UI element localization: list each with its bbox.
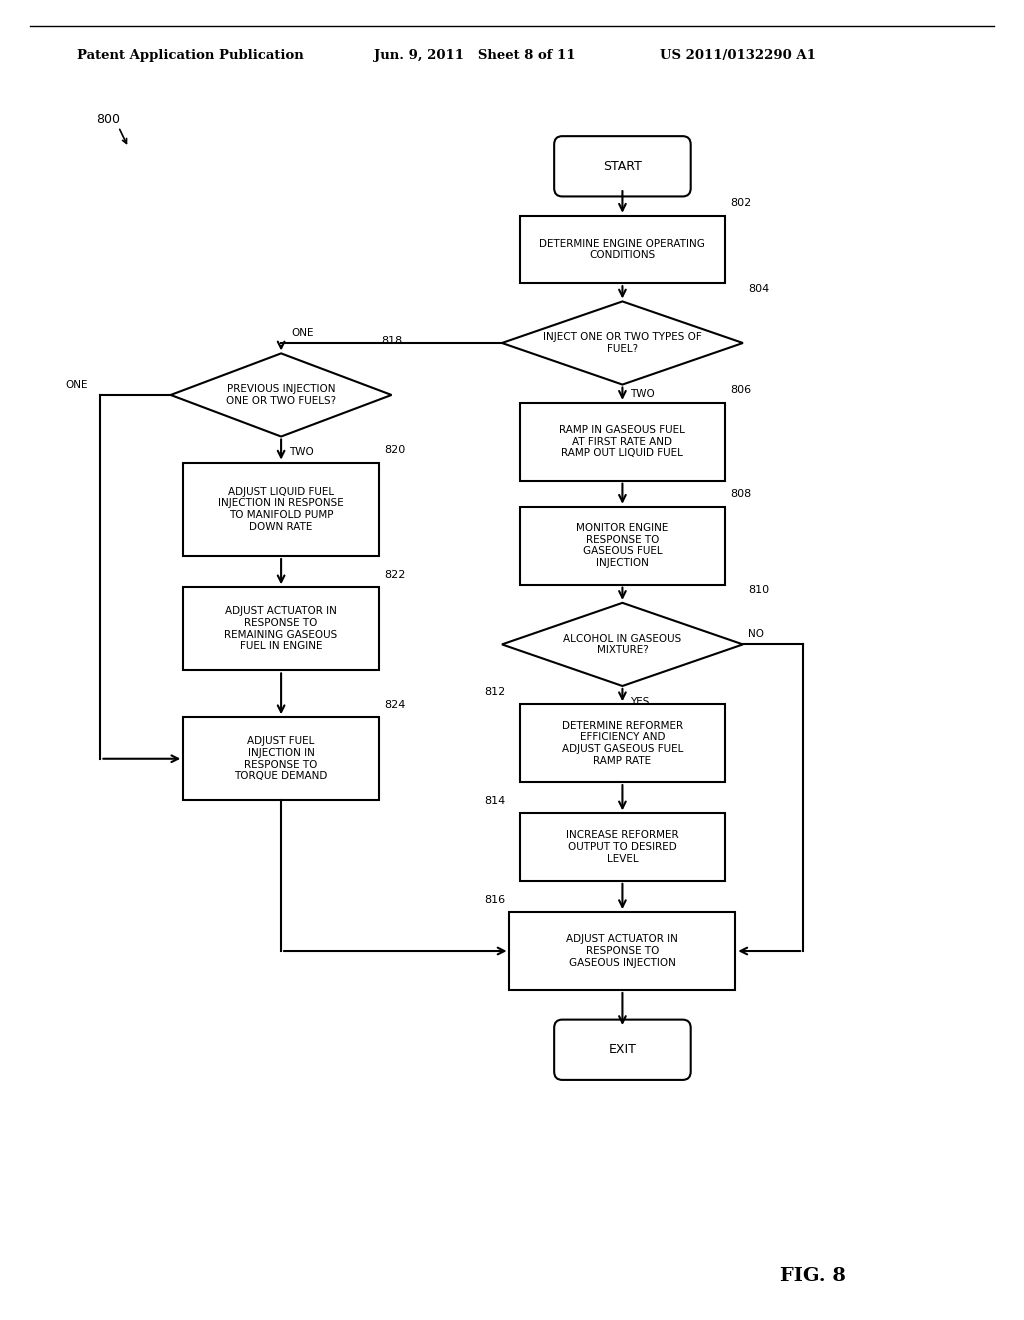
FancyBboxPatch shape — [554, 1019, 691, 1080]
Text: INCREASE REFORMER
OUTPUT TO DESIRED
LEVEL: INCREASE REFORMER OUTPUT TO DESIRED LEVE… — [566, 830, 679, 863]
Text: RAMP IN GASEOUS FUEL
AT FIRST RATE AND
RAMP OUT LIQUID FUEL: RAMP IN GASEOUS FUEL AT FIRST RATE AND R… — [559, 425, 685, 458]
Text: ONE: ONE — [66, 380, 88, 389]
Text: ADJUST LIQUID FUEL
INJECTION IN RESPONSE
TO MANIFOLD PUMP
DOWN RATE: ADJUST LIQUID FUEL INJECTION IN RESPONSE… — [218, 487, 344, 532]
Text: 822: 822 — [384, 570, 406, 579]
Text: INJECT ONE OR TWO TYPES OF
FUEL?: INJECT ONE OR TWO TYPES OF FUEL? — [543, 333, 701, 354]
Polygon shape — [502, 603, 742, 686]
Text: YES: YES — [631, 697, 650, 706]
Text: DETERMINE REFORMER
EFFICIENCY AND
ADJUST GASEOUS FUEL
RAMP RATE: DETERMINE REFORMER EFFICIENCY AND ADJUST… — [562, 721, 683, 766]
Bar — [519, 215, 725, 284]
Bar — [510, 912, 735, 990]
Polygon shape — [171, 354, 391, 437]
Text: 800: 800 — [96, 114, 121, 125]
Text: 810: 810 — [748, 585, 769, 595]
Bar — [519, 403, 725, 480]
Text: 806: 806 — [730, 385, 752, 395]
Text: 820: 820 — [384, 445, 406, 455]
Text: 816: 816 — [484, 895, 506, 904]
Text: Jun. 9, 2011   Sheet 8 of 11: Jun. 9, 2011 Sheet 8 of 11 — [374, 49, 575, 62]
Bar — [183, 717, 379, 800]
Text: 824: 824 — [384, 700, 406, 710]
Text: EXIT: EXIT — [608, 1043, 636, 1056]
Text: 804: 804 — [748, 284, 769, 294]
Text: US 2011/0132290 A1: US 2011/0132290 A1 — [660, 49, 816, 62]
Text: ONE: ONE — [291, 327, 313, 338]
Text: START: START — [603, 160, 642, 173]
Text: PREVIOUS INJECTION
ONE OR TWO FUELS?: PREVIOUS INJECTION ONE OR TWO FUELS? — [226, 384, 336, 405]
Text: DETERMINE ENGINE OPERATING
CONDITIONS: DETERMINE ENGINE OPERATING CONDITIONS — [540, 239, 706, 260]
Text: TWO: TWO — [289, 447, 314, 457]
Text: 818: 818 — [382, 335, 402, 346]
Text: FIG. 8: FIG. 8 — [780, 1267, 846, 1286]
Text: ADJUST FUEL
INJECTION IN
RESPONSE TO
TORQUE DEMAND: ADJUST FUEL INJECTION IN RESPONSE TO TOR… — [234, 737, 328, 781]
Text: 802: 802 — [730, 198, 752, 209]
Text: 812: 812 — [484, 686, 506, 697]
Bar — [519, 507, 725, 585]
Text: 808: 808 — [730, 490, 752, 499]
FancyBboxPatch shape — [554, 136, 691, 197]
Text: TWO: TWO — [631, 388, 655, 399]
Polygon shape — [502, 301, 742, 384]
Text: NO: NO — [748, 630, 764, 639]
Text: ADJUST ACTUATOR IN
RESPONSE TO
REMAINING GASEOUS
FUEL IN ENGINE: ADJUST ACTUATOR IN RESPONSE TO REMAINING… — [224, 606, 338, 651]
Bar — [519, 813, 725, 880]
Text: ADJUST ACTUATOR IN
RESPONSE TO
GASEOUS INJECTION: ADJUST ACTUATOR IN RESPONSE TO GASEOUS I… — [566, 935, 678, 968]
Text: 814: 814 — [484, 796, 506, 805]
Bar — [519, 704, 725, 783]
Text: MONITOR ENGINE
RESPONSE TO
GASEOUS FUEL
INJECTION: MONITOR ENGINE RESPONSE TO GASEOUS FUEL … — [577, 523, 669, 568]
Text: ALCOHOL IN GASEOUS
MIXTURE?: ALCOHOL IN GASEOUS MIXTURE? — [563, 634, 682, 655]
Bar — [183, 587, 379, 671]
Bar — [183, 462, 379, 556]
Text: Patent Application Publication: Patent Application Publication — [77, 49, 303, 62]
